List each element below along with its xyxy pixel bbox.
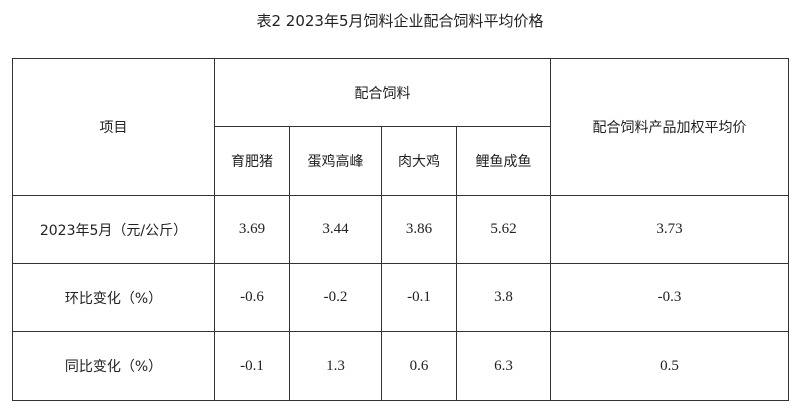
table-title: 表2 2023年5月饲料企业配合饲料平均价格 (256, 12, 544, 30)
header-col: 育肥猪 (214, 126, 290, 196)
cell: 0.6 (381, 331, 457, 401)
cell: 3.44 (289, 195, 382, 264)
cell: 6.3 (456, 331, 551, 401)
cell: -0.1 (381, 263, 457, 332)
header-weighted: 配合饲料产品加权平均价 (550, 58, 789, 196)
cell-weighted: 0.5 (550, 331, 789, 401)
row-label: 同比变化（%） (12, 331, 215, 401)
header-col: 鲤鱼成鱼 (456, 126, 551, 196)
table-row: 2023年5月（元/公斤） 3.69 3.44 3.86 5.62 3.73 (12, 195, 789, 264)
table-row: 环比变化（%） -0.6 -0.2 -0.1 3.8 -0.3 (12, 263, 789, 332)
table-row: 同比变化（%） -0.1 1.3 0.6 6.3 0.5 (12, 331, 789, 401)
cell-weighted: 3.73 (550, 195, 789, 264)
cell: -0.2 (289, 263, 382, 332)
row-label: 2023年5月（元/公斤） (12, 195, 215, 264)
header-item: 项目 (12, 58, 215, 196)
cell: 3.86 (381, 195, 457, 264)
cell: 5.62 (456, 195, 551, 264)
cell-weighted: -0.3 (550, 263, 789, 332)
cell: 1.3 (289, 331, 382, 401)
cell: 3.8 (456, 263, 551, 332)
cell: 3.69 (214, 195, 290, 264)
header-group: 配合饲料 (214, 58, 551, 127)
price-table: 项目 配合饲料 配合饲料产品加权平均价 育肥猪 蛋鸡高峰 肉大鸡 鲤鱼成鱼 20… (12, 58, 789, 401)
header-col: 肉大鸡 (381, 126, 457, 196)
cell: -0.6 (214, 263, 290, 332)
row-label: 环比变化（%） (12, 263, 215, 332)
header-col: 蛋鸡高峰 (289, 126, 382, 196)
cell: -0.1 (214, 331, 290, 401)
